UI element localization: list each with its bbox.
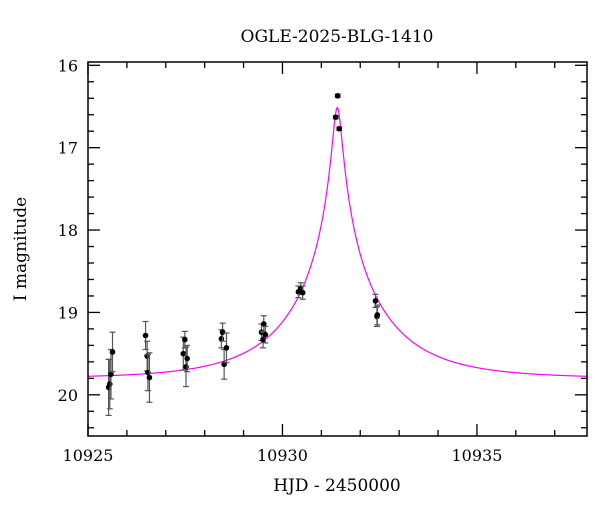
- y-tick-label: 18: [58, 221, 78, 240]
- data-point: [299, 285, 306, 300]
- data-point: [184, 344, 191, 373]
- data-point: [260, 315, 267, 333]
- x-tick-label: 10935: [451, 446, 502, 465]
- data-marker: [334, 92, 341, 99]
- data-marker: [223, 345, 230, 351]
- data-point: [262, 325, 269, 344]
- data-marker: [180, 350, 187, 357]
- x-tick-label: 10925: [63, 446, 114, 465]
- data-marker: [332, 114, 339, 120]
- model-curve: [87, 106, 588, 377]
- data-point: [334, 92, 341, 99]
- plot-frame: [87, 61, 588, 437]
- data-point: [106, 358, 113, 410]
- data-point: [374, 304, 381, 326]
- y-tick-label: 17: [58, 139, 78, 158]
- y-tick-label: 19: [58, 303, 78, 322]
- data-marker: [374, 312, 381, 318]
- data-marker: [262, 331, 269, 338]
- data-marker: [182, 336, 188, 343]
- data-marker: [106, 381, 113, 387]
- data-marker: [219, 329, 226, 336]
- y-tick-label: 20: [58, 386, 78, 405]
- data-point: [219, 322, 226, 342]
- data-marker: [146, 374, 153, 381]
- data-marker: [260, 321, 267, 327]
- data-marker: [183, 364, 189, 370]
- data-marker: [336, 125, 343, 132]
- data-point: [146, 352, 153, 403]
- data-point: [109, 331, 116, 373]
- x-axis-label: HJD - 2450000: [273, 476, 401, 496]
- data-marker: [109, 349, 116, 355]
- data-point: [332, 114, 339, 120]
- chart-title: OGLE-2025-BLG-1410: [241, 27, 434, 47]
- data-point: [107, 348, 114, 400]
- data-marker: [299, 289, 306, 296]
- y-tick-label: 16: [58, 56, 78, 75]
- y-axis-label: I magnitude: [11, 197, 31, 301]
- data-marker: [142, 332, 149, 339]
- data-marker: [372, 298, 379, 304]
- data-marker: [260, 336, 266, 343]
- x-tick-label: 10930: [257, 446, 308, 465]
- data-point: [336, 125, 343, 132]
- data-marker: [184, 355, 190, 362]
- data-point: [223, 332, 230, 364]
- data-marker: [108, 371, 114, 378]
